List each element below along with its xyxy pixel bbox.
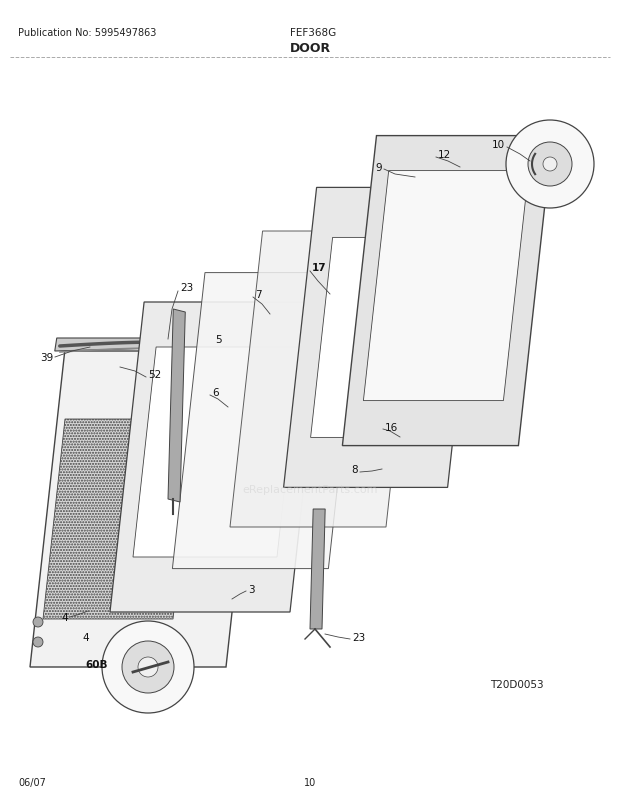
Text: 10: 10 [492,140,505,150]
Text: 4: 4 [61,612,68,622]
Text: DOOR: DOOR [290,42,330,55]
Text: 10: 10 [304,777,316,787]
Polygon shape [310,509,325,630]
Circle shape [506,121,594,209]
Text: 5: 5 [215,334,221,345]
Text: Publication No: 5995497863: Publication No: 5995497863 [18,28,156,38]
Text: 39: 39 [40,353,53,363]
Polygon shape [311,238,453,438]
Circle shape [528,143,572,187]
Text: FEF368G: FEF368G [290,28,336,38]
Text: 60B: 60B [86,659,108,669]
Text: 3: 3 [248,585,255,594]
Polygon shape [133,347,300,557]
Text: 06/07: 06/07 [18,777,46,787]
Polygon shape [230,232,418,528]
Circle shape [543,158,557,172]
Polygon shape [363,172,529,401]
Text: 52: 52 [148,370,161,379]
Polygon shape [55,338,271,351]
Circle shape [102,622,194,713]
Text: T20D0053: T20D0053 [490,679,544,689]
Polygon shape [30,351,261,667]
Text: 16: 16 [385,423,398,432]
Text: 23: 23 [180,282,193,293]
Text: 17: 17 [312,263,327,273]
Polygon shape [283,188,480,488]
Circle shape [33,638,43,647]
Text: eReplacementParts.com: eReplacementParts.com [242,484,378,494]
Text: 4: 4 [82,632,89,642]
Polygon shape [168,310,185,502]
Text: 6: 6 [212,387,219,398]
Polygon shape [43,419,195,619]
Circle shape [138,657,158,677]
Polygon shape [110,302,324,612]
Text: 23: 23 [352,632,365,642]
Text: 7: 7 [255,290,262,300]
Circle shape [122,642,174,693]
Text: 12: 12 [438,150,451,160]
Polygon shape [172,273,361,569]
Circle shape [33,618,43,627]
Text: 8: 8 [352,464,358,475]
Text: 9: 9 [375,163,382,172]
Polygon shape [342,136,552,446]
